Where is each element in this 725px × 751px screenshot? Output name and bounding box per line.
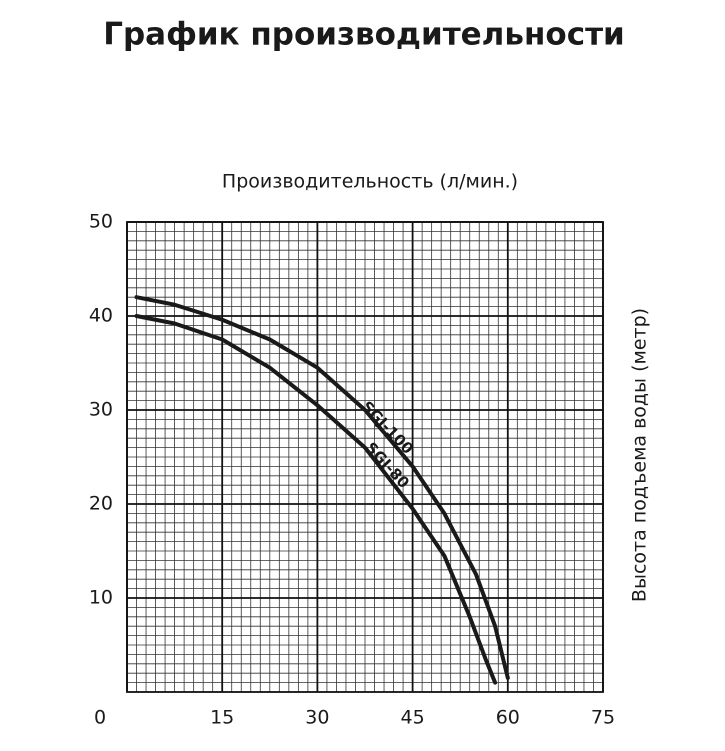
- x-tick-label: 15: [210, 707, 234, 729]
- curve: [134, 314, 498, 685]
- y-tick-label: 20: [89, 493, 113, 515]
- x-tick-label: 45: [401, 707, 425, 729]
- y-tick-label: 10: [89, 587, 113, 609]
- y-axis-label: Высота подъема воды (метр): [629, 308, 651, 602]
- curve: [134, 295, 510, 680]
- chart-title: График производительности: [103, 17, 625, 53]
- x-tick-label: 75: [591, 707, 615, 729]
- x-tick-label: 30: [305, 707, 329, 729]
- y-tick-label: 40: [89, 305, 113, 327]
- y-tick-label: 50: [89, 211, 113, 233]
- x-axis-label: Производительность (л/мин.): [222, 171, 518, 193]
- y-tick-label: 30: [89, 399, 113, 421]
- x-tick-label: 60: [496, 707, 520, 729]
- x-tick-label: 0: [94, 707, 106, 729]
- plot-frame: [126, 221, 604, 693]
